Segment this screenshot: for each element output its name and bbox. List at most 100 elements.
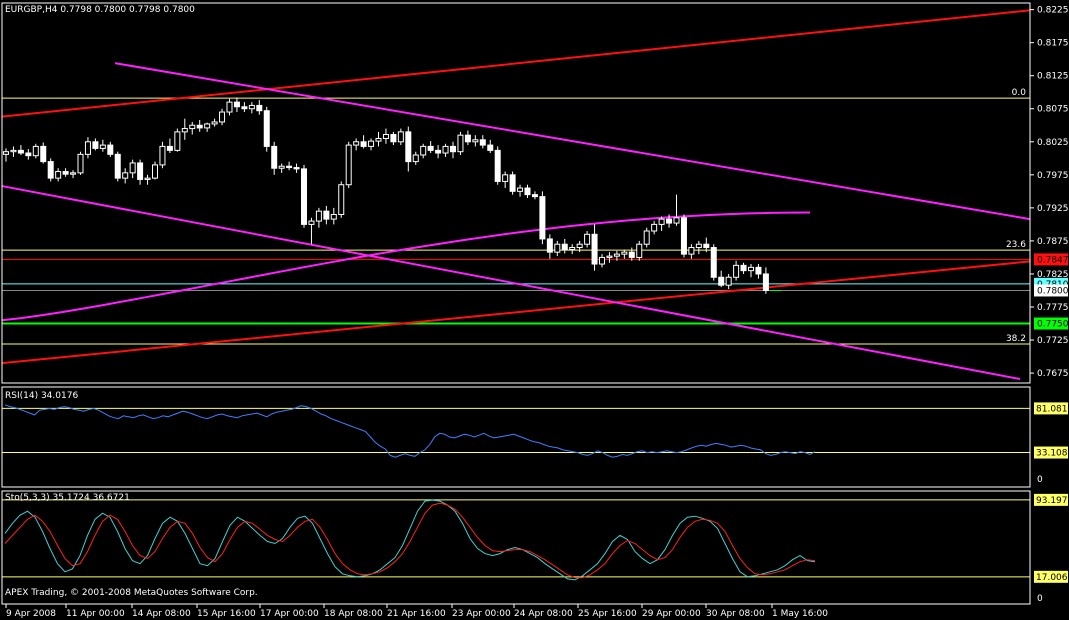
stochastic-pane[interactable]: 93.1973 17.0068 0	[2, 493, 1069, 604]
time-tick-label: 11 Apr 00:00	[66, 609, 125, 619]
candle-body-bull	[32, 145, 39, 157]
lower-magenta-channel	[1, 185, 1021, 381]
candle-body-bull	[554, 243, 561, 253]
fibo-level-label: 38.2	[1006, 334, 1026, 344]
candle-body-bull	[457, 134, 464, 153]
price-tick-label: 0.7775	[1037, 303, 1069, 313]
candle-body-bull	[211, 121, 218, 125]
pane-frame-2	[1, 490, 1031, 605]
candle-body-bear	[137, 162, 144, 180]
pane-frame-1	[1, 386, 1031, 488]
stochastic-title: Sto(5,3,3) 35.1724 36.6721	[5, 493, 130, 503]
candle-body-bull	[368, 140, 375, 147]
candle-body-bull	[338, 184, 345, 215]
candle-body-bear	[464, 134, 471, 143]
sto-main-line	[4, 499, 816, 581]
candle-body-bull	[99, 144, 106, 149]
candle-body-bull	[174, 131, 181, 151]
candle-body-bear	[241, 106, 248, 110]
candle-body-bull	[420, 145, 427, 156]
time-tick-label: 30 Apr 08:00	[706, 609, 765, 619]
candle-body-bear	[628, 251, 635, 258]
candle-body-bear	[561, 243, 568, 251]
sto-level-label: 93.1973	[1036, 496, 1069, 506]
candle-body-bear	[762, 273, 769, 291]
sto-level-tag	[1034, 493, 1068, 506]
candle-body-bear	[107, 144, 114, 155]
candle-body-bull	[621, 251, 628, 255]
time-tick-label: 17 Apr 00:00	[260, 609, 319, 619]
candle-body-bear	[323, 210, 330, 220]
candle-body-bull	[748, 266, 754, 272]
sto-level-tag	[1034, 570, 1068, 583]
candle-body-bull	[330, 213, 337, 220]
candle-body-bull	[84, 141, 91, 155]
candle-body-bear	[62, 171, 69, 175]
price-tick-label: 0.8075	[1037, 105, 1069, 115]
time-tick-label: 23 Apr 00:00	[452, 609, 511, 619]
candle-body-bull	[219, 111, 226, 123]
candle-body-bear	[539, 196, 546, 240]
candle-body-bear	[286, 165, 293, 169]
sto-level-label: 17.0068	[1036, 573, 1069, 583]
lower-red-trendline	[1, 260, 1031, 365]
candle-body-bear	[710, 247, 717, 278]
candle-body-bull	[144, 177, 151, 180]
candle-body-bull	[569, 247, 576, 251]
time-tick-label: 14 Apr 08:00	[132, 609, 191, 619]
candle-body-bear	[546, 238, 553, 253]
candle-body-bull	[315, 210, 322, 222]
candle-body-bull	[576, 243, 583, 249]
time-tick-label: 25 Apr 16:00	[578, 609, 637, 619]
candle-body-bear	[479, 139, 486, 146]
candle-body-bull	[77, 153, 84, 174]
price-tick-label: 0.7925	[1037, 204, 1069, 214]
fibo-level-label: 0.0	[1012, 88, 1027, 98]
price-tag-label: 0.7750	[1037, 320, 1069, 330]
price-tick-label: 0.7825	[1037, 270, 1069, 280]
candle-body-bull	[733, 264, 740, 278]
candle-body-bear	[494, 149, 501, 182]
candle-body-bear	[40, 145, 47, 163]
price-tick-label: 0.7675	[1037, 369, 1069, 379]
candle-body-bull	[345, 144, 352, 186]
candle-body-bull	[382, 134, 389, 139]
candle-body-bull	[584, 233, 591, 245]
candle-body-bear	[405, 131, 412, 163]
price-tag-label: 0.7847	[1037, 255, 1069, 265]
candle-body-bear	[718, 276, 725, 286]
price-tick-label: 0.7725	[1037, 336, 1069, 346]
candle-body-bear	[591, 233, 598, 265]
price-tick-label: 0.8025	[1037, 138, 1069, 148]
time-axis: 9 Apr 2008 11 Apr 00:00 14 Apr 08:00 15 Apr…	[5, 604, 828, 619]
price-tag-box	[1034, 317, 1068, 330]
candle-body-bull	[375, 137, 382, 142]
pane-frames	[1, 2, 1031, 605]
candle-body-bear	[509, 174, 516, 192]
candle-body-bear	[450, 145, 456, 153]
time-tick-label: 21 Apr 16:00	[387, 609, 446, 619]
rsi-line	[4, 404, 816, 458]
price-tag-box	[1034, 284, 1068, 297]
candle-body-bear	[666, 218, 673, 224]
candle-body-bull	[673, 217, 680, 224]
time-tick-label: 1 May 16:00	[772, 609, 828, 619]
copyright-text: APEX Trading, © 2001-2008 MetaQuotes Sof…	[5, 588, 258, 598]
candle-body-bull	[412, 154, 419, 163]
candle-body-bear	[25, 152, 32, 157]
price-pane[interactable]: 0.8225 0.8175 0.8125 0.8075 0.8025 0.7975 0.79…	[1, 6, 1069, 381]
sto-signal-line	[4, 502, 816, 579]
candle-body-bull	[189, 124, 196, 130]
candle-body-bull	[122, 172, 129, 179]
upper-magenta-channel	[114, 62, 1031, 221]
price-tag-box	[1034, 253, 1068, 266]
candle-body-bull	[517, 187, 524, 192]
candle-body-bull	[658, 218, 665, 225]
candle-body-bull	[502, 174, 509, 182]
candle-body-bull	[181, 128, 188, 133]
candle-body-bull	[636, 243, 643, 258]
candle-body-bull	[643, 230, 650, 245]
